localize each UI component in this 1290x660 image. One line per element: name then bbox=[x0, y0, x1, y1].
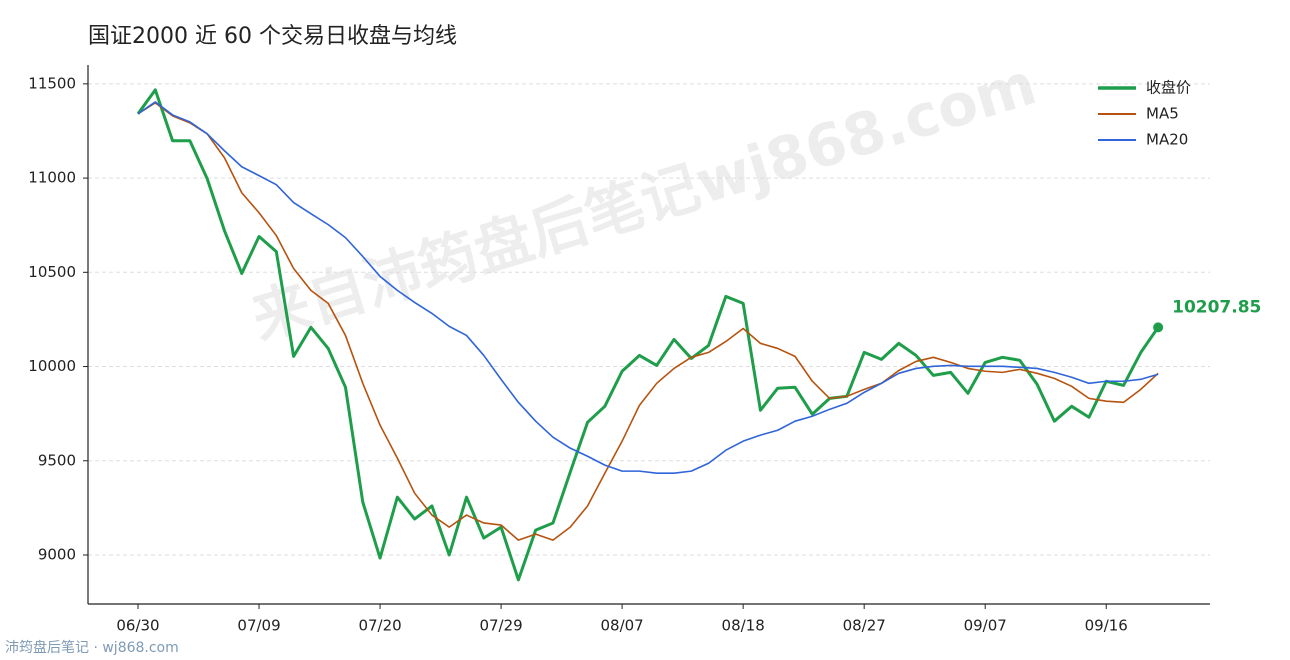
x-tick-label: 09/07 bbox=[964, 617, 1007, 635]
x-tick-label: 08/07 bbox=[601, 617, 644, 635]
y-tick-label: 10500 bbox=[28, 263, 76, 281]
x-tick-label: 08/27 bbox=[843, 617, 886, 635]
x-tick-label: 07/29 bbox=[479, 617, 522, 635]
legend-label: 收盘价 bbox=[1146, 79, 1191, 97]
series-line bbox=[137, 102, 1159, 541]
x-tick-label: 07/09 bbox=[237, 617, 280, 635]
y-tick-label: 11000 bbox=[28, 169, 76, 187]
x-tick-label: 06/30 bbox=[116, 617, 159, 635]
legend-label: MA20 bbox=[1146, 131, 1188, 149]
y-tick-label: 11500 bbox=[28, 74, 76, 92]
x-tick-label: 09/16 bbox=[1085, 617, 1128, 635]
end-point bbox=[1153, 322, 1164, 333]
series-line bbox=[136, 88, 1160, 582]
footer: 沛筠盘后笔记 · wj868.com bbox=[5, 639, 179, 656]
legend-label: MA5 bbox=[1146, 105, 1179, 123]
watermark: 来自沛筠盘后笔记wj868.com bbox=[244, 50, 1043, 353]
y-tick-label: 9500 bbox=[38, 451, 76, 469]
x-tick-label: 07/20 bbox=[358, 617, 401, 635]
chart-title: 国证2000 近 60 个交易日收盘与均线 bbox=[88, 24, 457, 49]
y-tick-label: 9000 bbox=[38, 546, 76, 564]
end-label: 10207.85 bbox=[1172, 297, 1261, 317]
series-line bbox=[137, 101, 1159, 475]
x-tick-label: 08/18 bbox=[722, 617, 765, 635]
y-tick-label: 10000 bbox=[28, 357, 76, 375]
